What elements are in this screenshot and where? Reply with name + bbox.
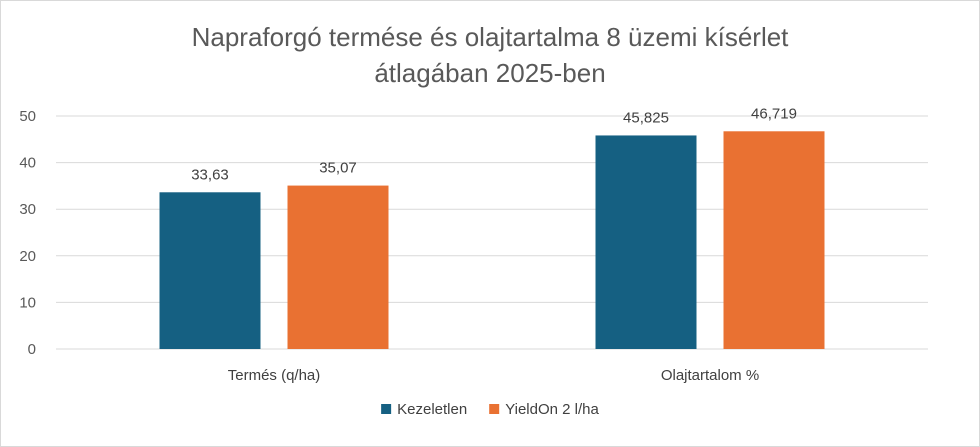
y-tick-label: 20 <box>19 248 36 265</box>
data-label: 35,07 <box>319 160 357 177</box>
legend-swatch-1 <box>381 404 392 414</box>
y-tick-label: 50 <box>19 108 36 125</box>
bar-2-2 <box>723 131 825 349</box>
category-labels: Termés (q/ha) Olajtartalom % <box>228 367 759 384</box>
legend-label-1: Kezeletlen <box>397 401 467 418</box>
chart-title-line-2: átlagában 2025-ben <box>374 58 605 88</box>
bar-1-1 <box>159 192 261 349</box>
category-label: Olajtartalom % <box>661 367 759 384</box>
y-axis-ticks: 0 10 20 30 40 50 <box>19 108 36 358</box>
bar-2-1 <box>287 185 389 349</box>
legend-label-2: YieldOn 2 l/ha <box>505 401 599 418</box>
bars <box>159 131 825 349</box>
y-tick-label: 0 <box>28 341 36 358</box>
y-tick-label: 40 <box>19 155 36 172</box>
chart-title: Napraforgó termése és olajtartalma 8 üze… <box>192 22 790 88</box>
y-tick-label: 10 <box>19 294 36 311</box>
legend-swatch-2 <box>489 404 500 414</box>
category-label: Termés (q/ha) <box>228 367 321 384</box>
chart-title-line-1: Napraforgó termése és olajtartalma 8 üze… <box>192 22 790 52</box>
data-label: 33,63 <box>191 166 229 183</box>
data-label: 45,825 <box>623 109 669 126</box>
data-label: 46,719 <box>751 105 797 122</box>
legend: Kezeletlen YieldOn 2 l/ha <box>381 401 600 418</box>
y-tick-label: 30 <box>19 201 36 218</box>
data-labels: 33,63 35,07 45,825 46,719 <box>191 105 797 183</box>
bar-1-2 <box>595 135 697 349</box>
